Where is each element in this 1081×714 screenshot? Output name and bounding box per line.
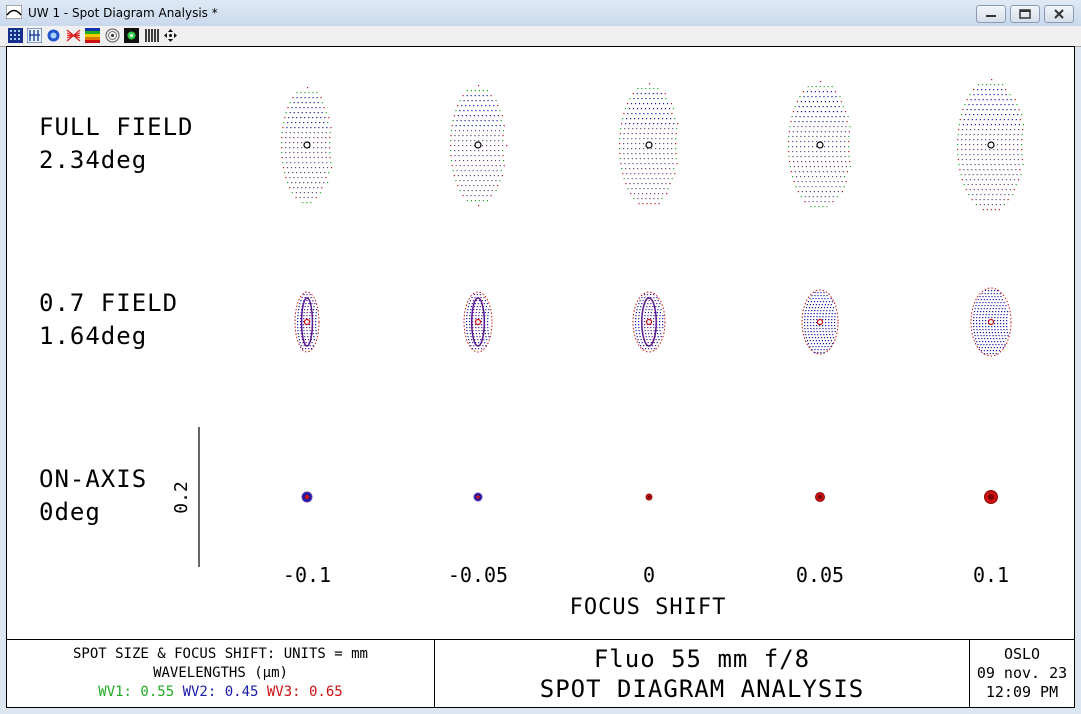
focus-tick-label: 0 (642, 563, 656, 587)
focus-tick-label: -0.1 (282, 563, 332, 587)
spot-diagram-on-axis (984, 490, 998, 504)
ruler-icon[interactable] (27, 28, 42, 43)
title-bar: UW 1 - Spot Diagram Analysis * (0, 0, 1081, 27)
row-title: 0.7 FIELD (39, 289, 179, 317)
units-line: SPOT SIZE & FOCUS SHIFT: UNITS = mm (72, 646, 368, 662)
spot-diagram-on-axis (645, 493, 653, 501)
focus-shift-title: FOCUS SHIFT (569, 595, 727, 620)
spot-diagram-on-axis (815, 492, 825, 502)
program-name: OSLO (1003, 645, 1041, 663)
scale-bar-label: 0.2 (170, 481, 192, 514)
time: 12:09 PM (985, 683, 1059, 701)
program-panel: OSLO 09 nov. 23 12:09 PM (970, 640, 1074, 708)
wavelength-values: WV1: 0.55 WV2: 0.45 WV3: 0.65 (7, 683, 434, 702)
bars-icon[interactable] (144, 28, 159, 43)
units-panel: SPOT SIZE & FOCUS SHIFT: UNITS = mm WAVE… (7, 640, 435, 708)
spot-diagram-full-field (957, 79, 1024, 211)
wavelengths-line: WAVELENGTHS (µm) (153, 665, 288, 681)
focus-tick-label: 0.1 (972, 563, 1010, 587)
color-bars-icon[interactable] (85, 28, 100, 43)
footer-info: SPOT SIZE & FOCUS SHIFT: UNITS = mm WAVE… (7, 639, 1074, 708)
close-icon (1054, 9, 1064, 19)
window-title: UW 1 - Spot Diagram Analysis * (28, 6, 218, 20)
wavelength-1: WV1: 0.55 (98, 684, 175, 700)
spot-diagram-07-field (463, 291, 493, 353)
row-angle: 2.34deg (39, 146, 148, 174)
focus-tick-label: -0.05 (447, 563, 509, 587)
spot-diagram-07-field (632, 291, 666, 353)
spot-diagrams (198, 79, 1024, 567)
spot-diagram-07-field (294, 291, 320, 353)
spot-diagram-on-axis (473, 492, 483, 502)
focus-tick-label: 0.05 (795, 563, 845, 587)
title-panel: Fluo 55 mm f/8 SPOT DIAGRAM ANALYSIS (435, 640, 970, 708)
spot-diagram-full-field (450, 85, 508, 207)
close-button[interactable] (1044, 5, 1074, 23)
spot-diagram-full-field (619, 83, 679, 205)
maximize-button[interactable] (1010, 5, 1040, 23)
minimize-button[interactable] (976, 5, 1006, 23)
spot-diagram-on-axis (301, 491, 313, 503)
lens-name: Fluo 55 mm f/8 (593, 645, 811, 673)
target-icon[interactable] (105, 28, 120, 43)
spot-icon[interactable] (124, 28, 139, 43)
spot-diagram-07-field (801, 289, 839, 355)
row-angle: 0deg (39, 498, 101, 526)
row-label-on-axis: ON-AXIS 0deg (39, 463, 147, 529)
analysis-title: SPOT DIAGRAM ANALYSIS (539, 675, 865, 703)
wavelength-2: WV2: 0.45 (182, 684, 259, 700)
app-icon (6, 5, 22, 19)
wavelength-3: WV3: 0.65 (266, 684, 343, 700)
spot-diagram-full-field (788, 81, 851, 208)
maximize-icon (1019, 9, 1031, 19)
spot-diagram-07-field (970, 287, 1012, 357)
spot-diagram-full-field (281, 87, 333, 204)
row-angle: 1.64deg (39, 322, 148, 350)
toolbar (0, 26, 1081, 47)
ray-fan-icon[interactable] (66, 28, 81, 43)
date: 09 nov. 23 (976, 664, 1068, 682)
row-title: FULL FIELD (39, 113, 194, 141)
row-title: ON-AXIS (39, 465, 148, 493)
row-label-07-field: 0.7 FIELD 1.64deg (39, 287, 178, 353)
arrows-icon[interactable] (163, 28, 178, 43)
spot-diagram-plot: FULL FIELD 2.34deg 0.7 FIELD 1.64deg ON-… (6, 46, 1075, 708)
spot-grid-icon[interactable] (8, 28, 23, 43)
lens-icon[interactable] (46, 28, 61, 43)
minimize-icon (986, 15, 996, 17)
row-label-full-field: FULL FIELD 2.34deg (39, 111, 194, 177)
